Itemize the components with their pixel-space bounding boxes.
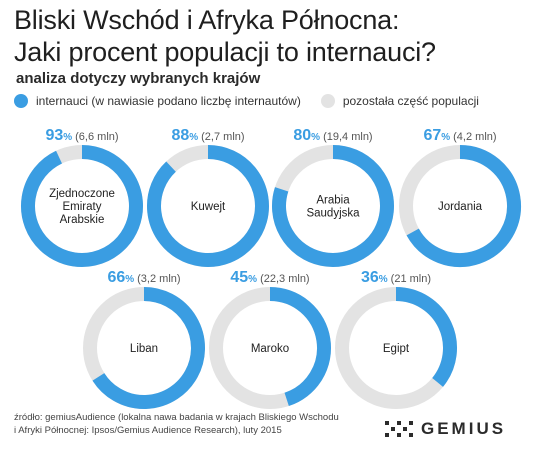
- donut-internet-arc: [395, 287, 457, 387]
- donut-6: 36% (21 mln) Egipt: [335, 269, 457, 409]
- source-line-1: źródło: gemiusAudience (lokalna nawa bad…: [14, 412, 339, 423]
- country-label: Liban: [130, 343, 158, 355]
- percent-label: 36% (21 mln): [361, 269, 431, 286]
- chart-subtitle: analiza dotyczy wybranych krajów: [16, 70, 261, 87]
- donut-internet-arc: [147, 145, 269, 267]
- source-line-2: i Afryki Północnej: Ipsos/Gemius Audienc…: [14, 425, 282, 436]
- donut-1: 88% (2,7 mln) Kuwejt: [147, 127, 269, 267]
- donut-internet-arc: [21, 145, 143, 267]
- donut-internet-arc: [272, 145, 394, 267]
- title-line-1: Bliski Wschód i Afryka Północna:: [14, 5, 400, 35]
- percent-label: 66% (3,2 mln): [107, 269, 180, 286]
- country-label: Jordania: [438, 201, 483, 213]
- donut-5: 45% (22,3 mln) Maroko: [209, 269, 332, 409]
- legend-label-rest: pozostała część populacji: [342, 94, 479, 108]
- percent-label: 88% (2,7 mln): [171, 127, 244, 144]
- country-label: Zjednoczone Emiraty Arabskie: [49, 188, 115, 226]
- percent-label: 67% (4,2 mln): [423, 127, 496, 144]
- legend: internauci (w nawiasie podano liczbę int…: [14, 94, 479, 108]
- donut-internet-arc: [406, 145, 521, 267]
- percent-label: 80% (19,4 mln): [293, 127, 372, 144]
- title-line-2: Jaki procent populacji to internauci?: [14, 37, 436, 67]
- legend-label-internet: internauci (w nawiasie podano liczbę int…: [36, 94, 301, 108]
- percent-label: 45% (22,3 mln): [230, 269, 309, 286]
- gemius-logo: GEMIUS: [385, 419, 506, 439]
- chart-title: Bliski Wschód i Afryka Północna: Jaki pr…: [14, 4, 436, 68]
- source-note: źródło: gemiusAudience (lokalna nawa bad…: [14, 411, 384, 437]
- gemius-logo-text: GEMIUS: [421, 419, 507, 438]
- donut-4: 66% (3,2 mln) Liban: [83, 269, 205, 409]
- gemius-logo-mark-icon: [385, 421, 413, 437]
- donut-internet-arc: [269, 287, 332, 407]
- country-label: Maroko: [251, 343, 289, 355]
- legend-swatch-rest: [320, 94, 335, 108]
- country-label: Kuwejt: [191, 201, 226, 213]
- donut-2: 80% (19,4 mln) Arabia Saudyjska: [272, 127, 394, 267]
- legend-item-internet: internauci (w nawiasie podano liczbę int…: [14, 94, 301, 108]
- legend-swatch-internet: [14, 94, 28, 108]
- percent-label: 93% (6,6 mln): [45, 127, 118, 144]
- country-label: Egipt: [383, 343, 410, 355]
- donut-internet-arc: [92, 287, 205, 409]
- donut-3: 67% (4,2 mln) Jordania: [399, 127, 521, 267]
- country-label: Arabia Saudyjska: [306, 195, 360, 220]
- donut-0: 93% (6,6 mln) Zjednoczone Emiraty Arabskie: [21, 127, 143, 267]
- legend-item-rest: pozostała część populacji: [320, 94, 479, 108]
